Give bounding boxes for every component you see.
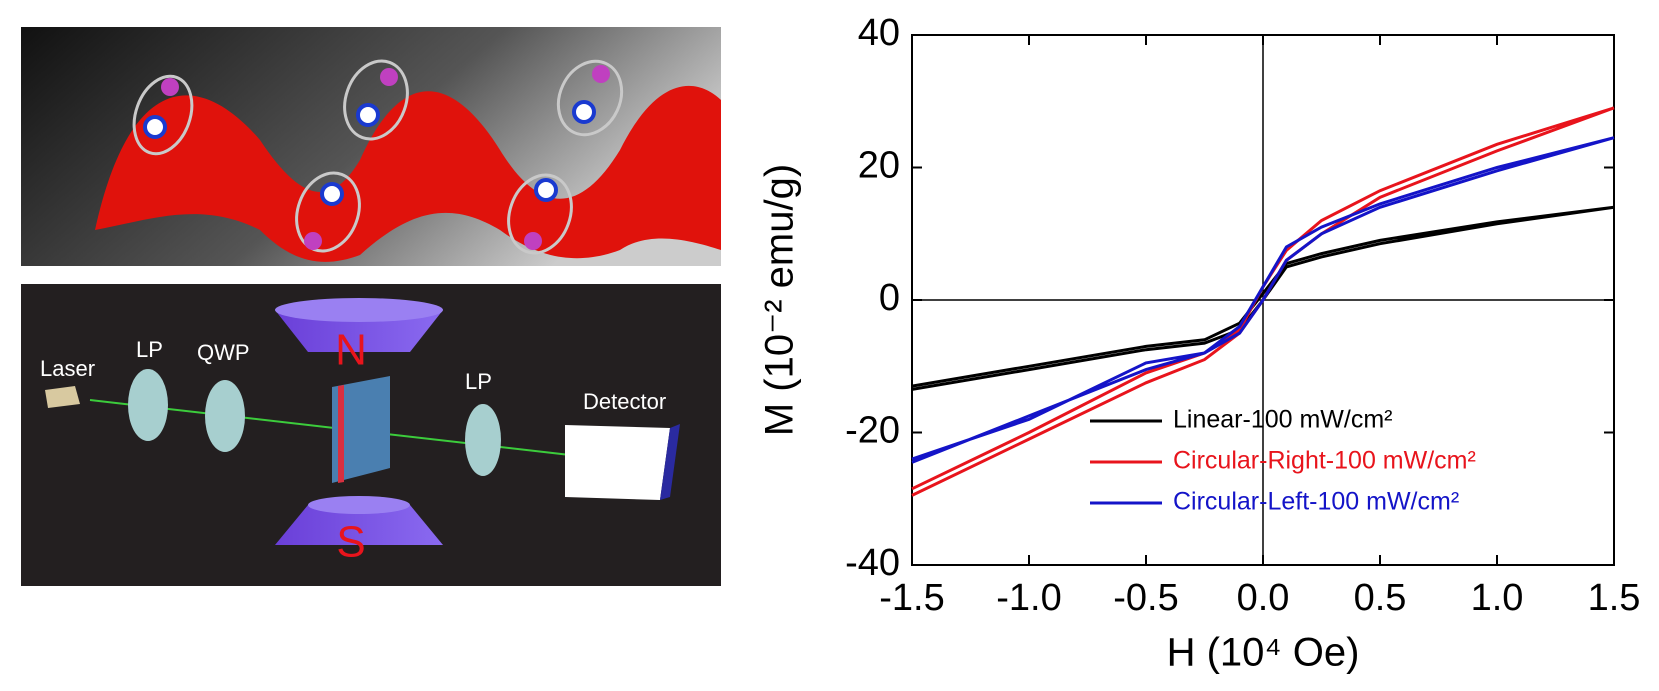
diagram-label: Laser <box>40 356 95 381</box>
y-tick-label: 40 <box>858 12 900 54</box>
diagram-label: QWP <box>197 340 250 365</box>
diagram-label: LP <box>136 337 163 362</box>
x-tick-label: 0.0 <box>1237 577 1290 619</box>
diagram-label: LP <box>465 369 492 394</box>
x-tick-label: 1.5 <box>1588 577 1641 619</box>
y-tick-label: -20 <box>845 410 900 452</box>
y-axis-title: M (10⁻² emu/g) <box>758 164 802 436</box>
x-tick-label: -0.5 <box>1113 577 1178 619</box>
y-tick-label: 20 <box>858 145 900 187</box>
x-tick-label: 1.0 <box>1471 577 1524 619</box>
diagram-label: S <box>336 518 365 567</box>
series-line <box>911 205 1615 391</box>
y-tick-label: -40 <box>845 542 900 584</box>
y-tick-label: 0 <box>879 277 900 319</box>
legend-label: Linear-100 mW/cm² <box>1173 406 1393 434</box>
x-tick-label: -1.0 <box>996 577 1061 619</box>
setup-illustration <box>21 284 721 586</box>
diagram-label: Detector <box>583 389 666 414</box>
x-tick-label: 0.5 <box>1354 577 1407 619</box>
legend-label: Circular-Left-100 mW/cm² <box>1173 488 1459 516</box>
diagram-label: N <box>335 326 367 375</box>
x-axis-title: H (10⁴ Oe) <box>1167 631 1360 675</box>
x-tick-label: -1.5 <box>879 577 944 619</box>
legend-label: Circular-Right-100 mW/cm² <box>1173 447 1476 475</box>
spin-illustration <box>21 27 721 266</box>
series-line <box>911 136 1615 464</box>
